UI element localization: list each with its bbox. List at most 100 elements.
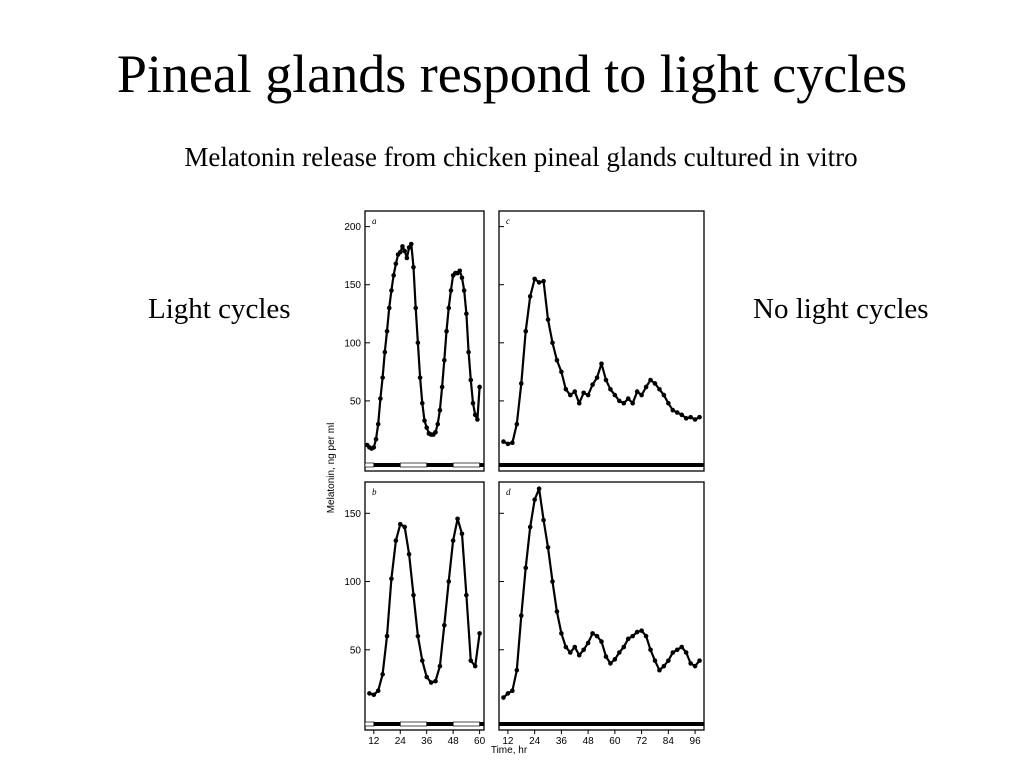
panel-a-data-point [444,328,449,334]
panel-a-data-point [466,349,471,355]
panel-d-data-point [697,658,702,663]
panel-a-data-point [404,255,410,261]
panel-b-letter: b [372,487,377,497]
panel-a-data-point [391,273,396,278]
panel-c-data-point [527,294,533,299]
panel-b-dark-bar [373,722,401,726]
slide-title: Pineal glands respond to light cycles [116,44,908,104]
panel-b-data-point [455,516,460,522]
panel-d-xtick-label: 96 [690,736,702,747]
panel-d-xtick-label: 72 [636,736,648,747]
panel-b-data-point [411,592,416,598]
panel-d-data-point [527,524,533,530]
panel-b-light-bar [364,721,375,727]
panel-d-data-point [572,644,578,650]
panel-a-ytick-label: 50 [350,396,362,407]
panel-c-data-point [510,440,515,446]
panel-b-ytick-label: 100 [344,577,361,588]
panel-d-xtick-label: 60 [609,736,621,747]
panel-d-data-point [505,691,511,696]
panel-d-data-point [683,650,689,655]
panel-a-data-point [380,375,385,380]
panel-d-data-point [634,629,640,635]
panel-c-data-point [523,328,529,334]
panel-d-data-point [563,644,569,650]
panel-c-data-point [683,416,689,421]
panel-a-data-point [446,305,452,311]
panel-b-data-point [406,551,412,557]
panel-b-ytick-label: 50 [350,645,362,656]
panel-d-data-point [532,497,537,502]
panel-d-data-point [692,663,698,669]
panel-a-dark-bar [479,463,484,467]
panel-b-data-point [419,658,425,663]
panel-d-data-point [554,609,560,614]
panel-a-data-point [411,264,416,270]
panel-a-data-point [375,421,381,427]
panel-a-data-point [459,275,465,281]
panel-d-data-point [625,636,631,642]
panel-d-data-point [630,633,635,639]
panel-c-data-point [630,400,635,406]
panel-d-data-point [523,565,529,571]
panel-a-data-point [371,445,377,450]
panel-d-data-point [576,652,582,658]
panel-b-data-point [371,692,377,698]
panel-a-data-point [393,261,399,267]
panel-a-ytick-label: 150 [344,280,361,291]
panel-c-data-point [541,278,546,284]
panel-b-frame [364,481,485,731]
panel-c-data-point [688,414,693,420]
panel-b-xtick-label: 60 [474,736,486,747]
panel-d-data-point [657,667,662,673]
panel-c-data-point [692,417,698,422]
panel-c-data-point [554,357,560,363]
panel-c-letter: c [506,216,510,226]
panel-a-data-point [406,245,412,250]
panel-b-xtick-label: 48 [448,736,460,747]
panel-b-xtick-label: 12 [368,736,380,747]
panel-a-data-point [470,400,476,406]
panel-b-data-point [446,579,452,584]
panel-a-light-bar [399,462,428,468]
panel-b-data-point [472,663,478,669]
panel-c-data-point [559,369,564,375]
panel-b-light-bar [399,721,428,727]
panel-a-letter: a [372,216,377,226]
panel-d-series-line [502,487,701,699]
panel-a-data-point [437,407,443,413]
panel-a-data-point [475,417,480,422]
panel-a-data-point [424,425,430,430]
panel-c-data-point [643,384,649,390]
panel-d-data-point [648,647,653,653]
panel-a-data-point [419,400,425,406]
panel-b-series-line [369,517,481,696]
panel-b-data-point [367,691,372,696]
panel-c-data-point [599,361,604,367]
panel-a-data-point [457,268,463,274]
panel-d-data-point [501,695,506,700]
panel-d-data-point [514,667,520,673]
panel-a-light-bar [452,462,480,468]
panel-c-data-point [576,400,582,406]
panel-a-data-point [439,384,445,390]
panel-c-data-point [661,392,667,398]
panel-c-frame [498,210,705,472]
panel-c-data-point [679,412,685,418]
panel-b-data-point [437,663,443,669]
panel-a-data-point [378,396,383,401]
panel-b-xtick-label: 24 [395,736,407,747]
panel-c-data-point [532,276,537,282]
panel-c-data-point [674,410,680,415]
panel-a-dark-bar [373,463,401,467]
panel-c-data-point [505,441,511,447]
panel-a-data-point [435,421,441,427]
panel-d-data-point [510,688,515,694]
panel-c-data-point [603,377,609,383]
panel-d-xtick-label: 48 [583,736,595,747]
panel-d-data-point [666,658,671,663]
panel-b-ytick-label: 150 [344,509,361,520]
panel-b-data-point [468,658,474,663]
panel-d-data-point [661,663,667,669]
panel-c-data-point [612,392,618,398]
